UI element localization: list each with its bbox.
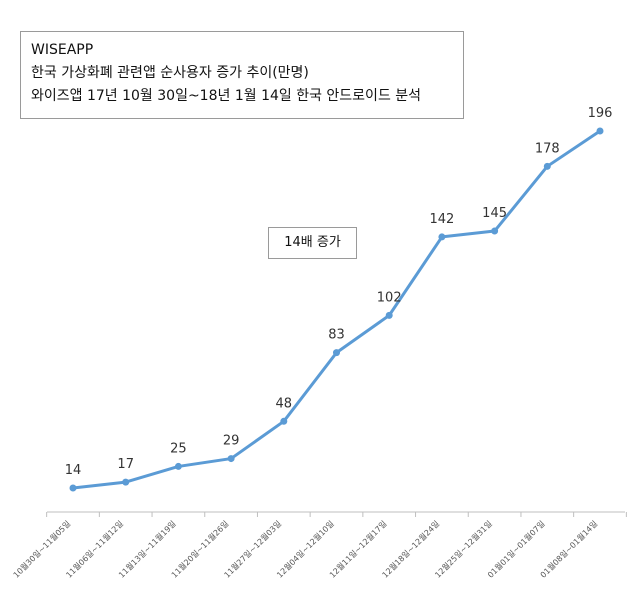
x-axis-labels: 10월30일~11월05일11월06일~11월12일11월13일~11월19일1… <box>11 518 599 579</box>
data-label: 17 <box>117 457 134 472</box>
data-point <box>333 349 340 357</box>
x-tick-label: 12월11일~12월17일 <box>327 518 388 579</box>
x-tick-label: 11월06일~11월12일 <box>64 518 125 579</box>
x-tick-label: 12월25일~12월31일 <box>433 518 494 579</box>
x-tick-label: 12월04일~12월10일 <box>274 518 335 579</box>
data-point <box>385 311 393 319</box>
data-point <box>280 417 288 425</box>
data-label: 196 <box>588 106 613 121</box>
x-tick-label: 01월08일~01월14일 <box>538 518 599 579</box>
data-points <box>69 127 604 492</box>
data-point <box>122 478 130 486</box>
x-tick-label: 12월18일~12월24일 <box>380 518 441 579</box>
data-labels: 14 17 25 29 48 83 102 142 145 178 196 <box>65 106 613 478</box>
x-axis-ticks <box>46 512 627 517</box>
data-label: 142 <box>429 212 454 227</box>
data-label: 83 <box>328 328 345 343</box>
data-label: 102 <box>377 290 402 305</box>
chart-subtitle: 와이즈앱 17년 10월 30일~18년 1월 14일 한국 안드로이드 분석 <box>31 88 422 104</box>
data-point <box>227 455 235 463</box>
source-label: WISEAPP <box>31 42 94 58</box>
data-point <box>596 127 604 135</box>
data-point <box>543 162 551 170</box>
data-label: 25 <box>170 441 187 456</box>
x-tick-label: 01월01일~01월07일 <box>485 518 546 579</box>
series-line <box>72 129 601 490</box>
data-point <box>69 484 77 492</box>
data-point <box>438 233 446 241</box>
chart-title: 한국 가상화폐 관련앱 순사용자 증가 추이(만명) <box>31 65 309 81</box>
data-label: 29 <box>223 434 240 449</box>
x-tick-label: 11월27일~12월03일 <box>222 518 283 579</box>
data-point <box>174 462 182 470</box>
chart-title-box: WISEAPP 한국 가상화폐 관련앱 순사용자 증가 추이(만명) 와이즈앱 … <box>20 31 464 119</box>
growth-annotation: 14배 증가 <box>268 227 357 259</box>
data-label: 48 <box>276 396 293 411</box>
x-tick-label: 11월13일~11월19일 <box>116 518 177 579</box>
x-tick-label: 10월30일~11월05일 <box>11 518 72 579</box>
data-label: 145 <box>482 206 507 221</box>
data-point <box>491 227 499 235</box>
x-tick-label: 11월20일~11월26일 <box>169 518 230 579</box>
data-label: 14 <box>65 463 82 478</box>
data-label: 178 <box>535 141 560 156</box>
